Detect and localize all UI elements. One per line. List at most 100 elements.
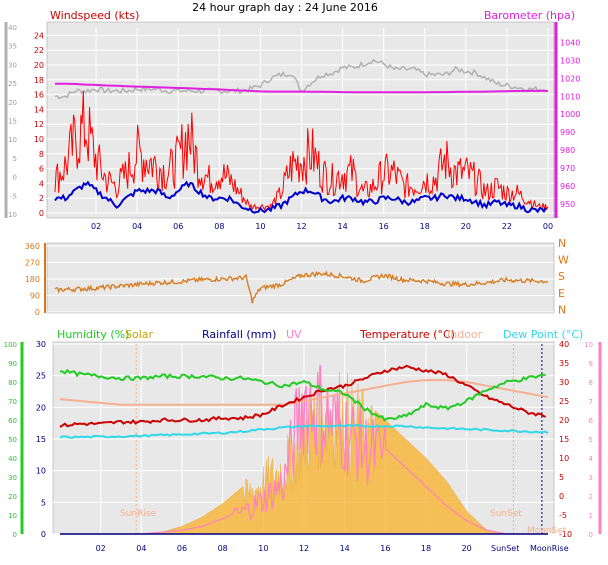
baro-tick-label: 990	[560, 128, 575, 137]
wind-tick-label: 18	[34, 76, 44, 85]
humidity-tick-label: 100	[4, 341, 17, 349]
outer-tick-label: 25	[8, 80, 17, 88]
baro-tick-label: 950	[560, 200, 575, 209]
uv-tick-label: 9	[589, 360, 593, 368]
sunrise-label: SunRise	[120, 509, 157, 519]
direction-tick-label: 90	[30, 292, 40, 301]
wind-tick-label: 20	[34, 61, 44, 70]
wind-tick-label: 2	[39, 194, 44, 203]
humidity-tick-label: 0	[13, 531, 17, 539]
wind-plot-area	[46, 21, 555, 219]
uv-tick-label: 8	[589, 379, 593, 387]
x-tick-label: 22	[502, 222, 512, 231]
wind-gust-line	[54, 90, 549, 212]
wind-tick-label: 8	[39, 150, 44, 159]
indoor-temperature-line	[59, 379, 549, 406]
uv-tick-label: 2	[589, 493, 593, 501]
wind-direction-line	[54, 270, 549, 304]
wind-tick-label: 14	[34, 105, 44, 114]
humidity-label: Humidity (%)	[57, 328, 129, 341]
uv-label: UV	[286, 328, 302, 341]
temp-tick-label: 25	[559, 397, 569, 406]
temp-tick-label: 30	[559, 378, 569, 387]
baro-tick-label: 970	[560, 164, 575, 173]
x-tick-label: 02	[91, 222, 101, 231]
temp-tick-label: 40	[559, 340, 569, 349]
outer-tick-label: 20	[8, 99, 17, 107]
humidity-tick-label: 30	[8, 474, 17, 482]
x-tick-label: 04	[132, 222, 142, 231]
outer-tick-label: 15	[8, 118, 17, 126]
direction-tick-label: 180	[25, 275, 40, 284]
humidity-tick-label: 40	[8, 455, 17, 463]
rain-tick-label: 30	[36, 340, 46, 349]
temp-tick-label: -5	[559, 511, 567, 520]
uv-tick-label: 1	[589, 512, 593, 520]
humidity-tick-label: 90	[8, 360, 17, 368]
temp-tick-label: 35	[559, 359, 569, 368]
solar-label: Solar	[125, 328, 154, 341]
x-tick-label: 16	[380, 544, 390, 553]
windspeed-label: Windspeed (kts)	[50, 9, 139, 22]
x-tick-label: 10	[255, 222, 265, 231]
x-tick-label: 04	[136, 544, 146, 553]
compass-label: S	[558, 270, 565, 283]
x-tick-label: 10	[258, 544, 268, 553]
humidity-tick-label: 50	[8, 436, 17, 444]
baro-tick-label: 1000	[560, 110, 580, 119]
baro-tick-label: 1020	[560, 74, 580, 83]
uv-tick-label: 6	[589, 417, 594, 425]
rain-tick-label: 0	[41, 530, 46, 539]
x-tick-label: 20	[462, 544, 472, 553]
direction-tick-label: 0	[35, 308, 40, 317]
outer-tick-label: 35	[8, 43, 17, 51]
wind-tick-label: 12	[34, 120, 44, 129]
temperature-label: Temperature (°C)	[359, 328, 455, 341]
temp-tick-label: 20	[559, 416, 569, 425]
moonrise-tick-label: MoonRise	[530, 544, 569, 553]
wind-tick-label: 0	[39, 209, 44, 218]
outer-tick-label: 40	[8, 24, 17, 32]
uv-tick-label: 10	[584, 341, 593, 349]
indoor-label: Indoor	[447, 328, 483, 341]
sunset-label: SunSet	[490, 509, 522, 519]
barometer-line	[55, 82, 548, 94]
direction-tick-label: 270	[25, 259, 40, 268]
rain-tick-label: 15	[36, 435, 46, 444]
humidity-tick-label: 20	[8, 493, 17, 501]
x-tick-label: 08	[218, 544, 228, 553]
temp-tick-label: -10	[559, 530, 572, 539]
rain-tick-label: 20	[36, 403, 46, 412]
dew-point-label: Dew Point (°C)	[503, 328, 583, 341]
rain-tick-label: 5	[41, 498, 46, 507]
wind-tick-label: 22	[34, 46, 44, 55]
uv-tick-label: 7	[589, 398, 593, 406]
baro-tick-label: 960	[560, 182, 575, 191]
x-tick-label: 14	[340, 544, 350, 553]
rain-tick-label: 25	[36, 372, 46, 381]
x-tick-label: 18	[420, 222, 430, 231]
temp-tick-label: 0	[559, 492, 564, 501]
temp-tick-label: 5	[559, 473, 564, 482]
wind-tick-label: 6	[39, 165, 44, 174]
x-tick-label: 06	[177, 544, 187, 553]
direction-tick-label: 360	[25, 242, 40, 251]
humidity-tick-label: 10	[8, 512, 17, 520]
wind-tick-label: 24	[34, 31, 44, 40]
uv-tick-label: 5	[589, 436, 593, 444]
baro-tick-label: 1010	[560, 92, 580, 101]
temperature-line	[59, 364, 547, 428]
humidity-tick-label: 80	[8, 379, 17, 387]
wind-tick-label: 16	[34, 91, 44, 100]
x-tick-label: 16	[379, 222, 389, 231]
x-tick-label: 12	[299, 544, 309, 553]
uv-tick-label: 0	[589, 531, 593, 539]
moonset-label: MoonSet	[527, 526, 567, 536]
barometer-label: Barometer (hpa)	[484, 9, 575, 22]
humidity-tick-label: 60	[8, 417, 17, 425]
uv-tick-label: 4	[589, 455, 594, 463]
uv-tick-label: 3	[589, 474, 593, 482]
compass-label: W	[558, 254, 569, 267]
